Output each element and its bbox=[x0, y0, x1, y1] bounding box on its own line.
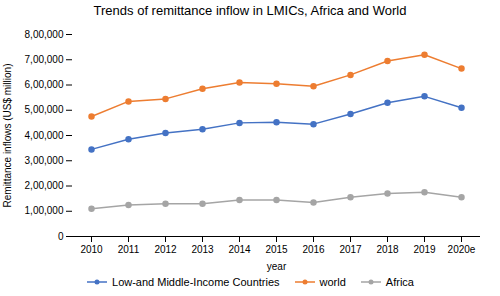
svg-text:2,00,000: 2,00,000 bbox=[25, 180, 64, 191]
svg-text:4,00,000: 4,00,000 bbox=[25, 130, 64, 141]
svg-text:6,00,000: 6,00,000 bbox=[25, 79, 64, 90]
svg-text:2012: 2012 bbox=[154, 244, 177, 255]
html-text:Trends of remittance inflow in: Trends of remittance inflow in LMICs, Af… bbox=[93, 3, 407, 18]
html-text:world: world bbox=[319, 276, 346, 288]
svg-text:3,00,000: 3,00,000 bbox=[25, 155, 64, 166]
svg-text:2010: 2010 bbox=[80, 244, 103, 255]
svg-text:1,00,000: 1,00,000 bbox=[25, 205, 64, 216]
svg-text:2017: 2017 bbox=[339, 244, 362, 255]
html-text:Africa: Africa bbox=[385, 276, 414, 288]
svg-text:2016: 2016 bbox=[302, 244, 325, 255]
svg-text:2011: 2011 bbox=[118, 244, 140, 255]
svg-text:2015: 2015 bbox=[265, 244, 288, 255]
svg-text:8,00,000: 8,00,000 bbox=[25, 29, 64, 40]
svg-text:2019: 2019 bbox=[413, 244, 436, 255]
svg-text:0: 0 bbox=[58, 231, 64, 242]
svg-text:Remittance inflows (US$ millio: Remittance inflows (US$ million) bbox=[2, 64, 13, 208]
svg-text:5,00,000: 5,00,000 bbox=[25, 104, 64, 115]
svg-text:7,00,000: 7,00,000 bbox=[25, 54, 64, 65]
svg-text:2014: 2014 bbox=[228, 244, 251, 255]
svg-text:2013: 2013 bbox=[191, 244, 214, 255]
html-text:Low-and Middle-Income Countrie: Low-and Middle-Income Countries bbox=[112, 276, 280, 288]
svg-text:2018: 2018 bbox=[376, 244, 399, 255]
svg-text:year: year bbox=[267, 261, 287, 272]
svg-text:2020e: 2020e bbox=[448, 244, 476, 255]
